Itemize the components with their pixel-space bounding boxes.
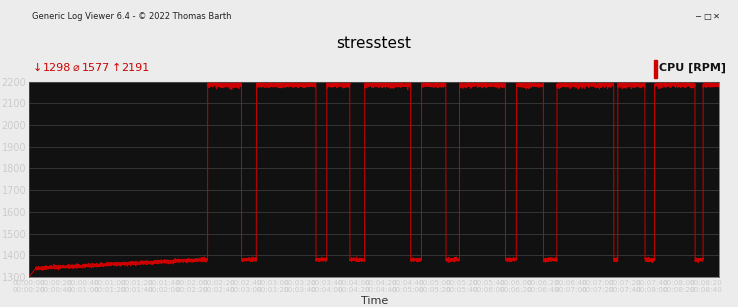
Text: 1577: 1577 — [82, 63, 111, 72]
Text: 1298: 1298 — [43, 63, 71, 72]
Bar — [654, 60, 658, 78]
Text: ─: ─ — [695, 12, 700, 21]
Text: ↑: ↑ — [111, 63, 121, 72]
Text: ⌀: ⌀ — [72, 63, 79, 72]
Text: □: □ — [703, 12, 711, 21]
Text: CPU [RPM]: CPU [RPM] — [659, 62, 726, 73]
Text: ✕: ✕ — [712, 12, 720, 21]
X-axis label: Time: Time — [361, 296, 387, 305]
Text: Generic Log Viewer 6.4 - © 2022 Thomas Barth: Generic Log Viewer 6.4 - © 2022 Thomas B… — [32, 12, 232, 21]
Text: 2191: 2191 — [122, 63, 150, 72]
Text: stresstest: stresstest — [337, 36, 412, 51]
Text: ↓: ↓ — [33, 63, 42, 72]
